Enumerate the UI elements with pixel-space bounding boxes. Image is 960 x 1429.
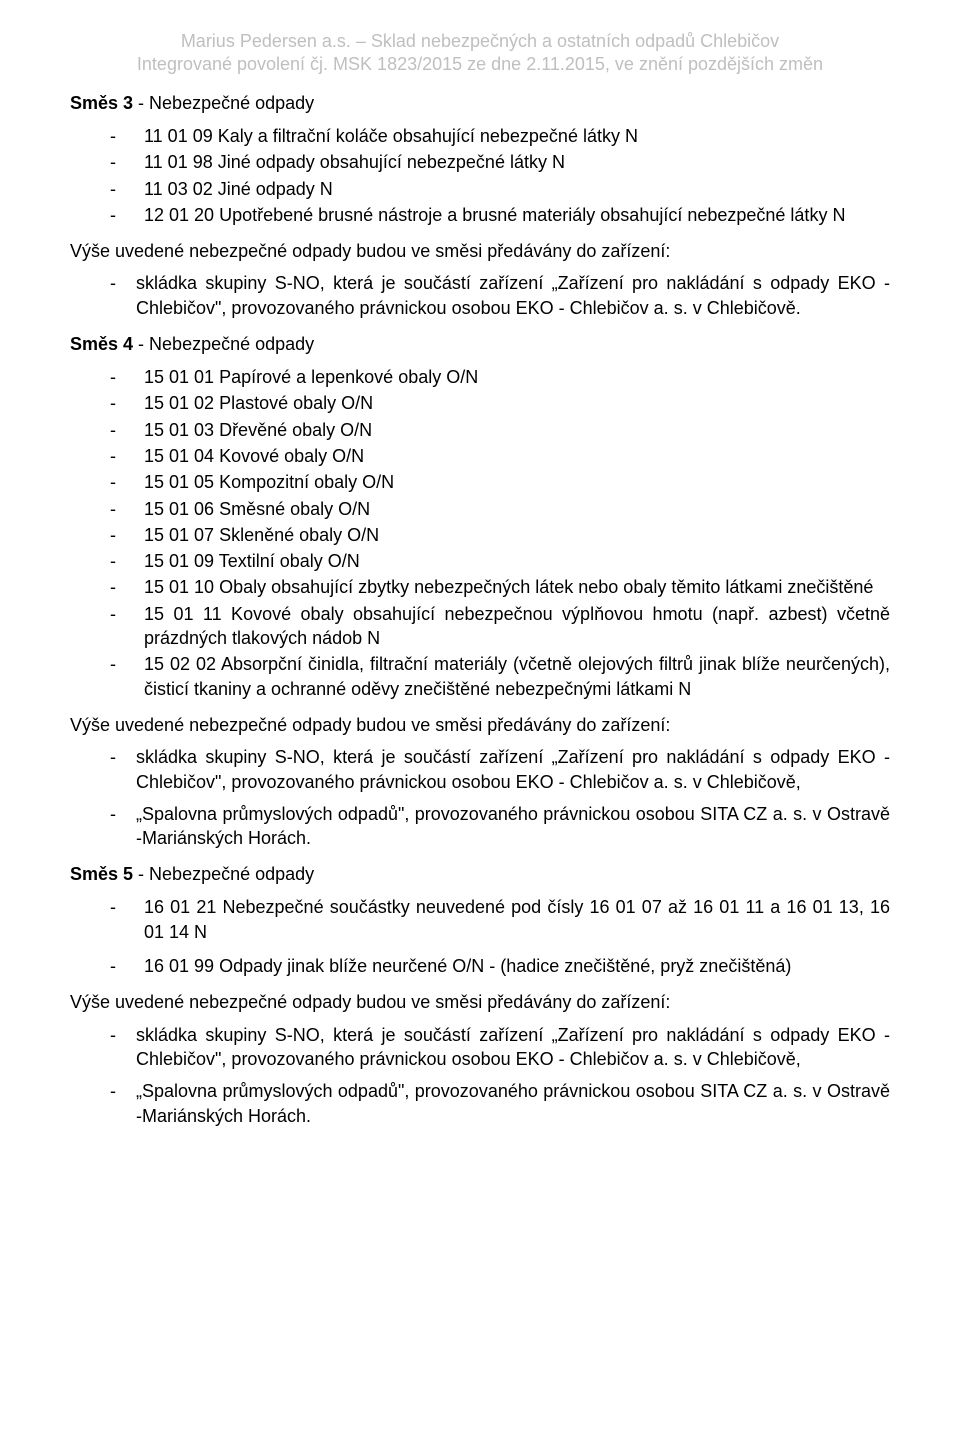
list-item: 16 01 21 Nebezpečné součástky neuvedené … (110, 895, 890, 944)
smes3-item-list: 11 01 09 Kaly a filtrační koláče obsahuj… (70, 124, 890, 227)
smes5-facility-list: skládka skupiny S-NO, která je součástí … (70, 1023, 890, 1128)
list-item: 15 01 05 Kompozitní obaly O/N (110, 470, 890, 494)
smes5-title: Směs 5 - Nebezpečné odpady (70, 864, 890, 885)
smes3-title-bold: Směs 3 (70, 93, 133, 113)
header-line-1: Marius Pedersen a.s. – Sklad nebezpečnýc… (70, 30, 890, 53)
list-item: 11 01 98 Jiné odpady obsahující nebezpeč… (110, 150, 890, 174)
smes5-title-rest: - Nebezpečné odpady (133, 864, 314, 884)
list-item: 15 01 11 Kovové obaly obsahující nebezpe… (110, 602, 890, 651)
list-item: „Spalovna průmyslových odpadů", provozov… (110, 1079, 890, 1128)
list-item: 15 01 01 Papírové a lepenkové obaly O/N (110, 365, 890, 389)
smes3-above-text: Výše uvedené nebezpečné odpady budou ve … (70, 239, 890, 263)
list-item: 15 01 10 Obaly obsahující zbytky nebezpe… (110, 575, 890, 599)
page-container: Marius Pedersen a.s. – Sklad nebezpečnýc… (0, 0, 960, 1180)
smes4-title-bold: Směs 4 (70, 334, 133, 354)
smes4-title-rest: - Nebezpečné odpady (133, 334, 314, 354)
page-header: Marius Pedersen a.s. – Sklad nebezpečnýc… (70, 30, 890, 75)
list-item: skládka skupiny S-NO, která je součástí … (110, 1023, 890, 1072)
smes4-above-text: Výše uvedené nebezpečné odpady budou ve … (70, 713, 890, 737)
list-item: 15 01 09 Textilní obaly O/N (110, 549, 890, 573)
list-item: „Spalovna průmyslových odpadů", provozov… (110, 802, 890, 851)
list-item: 11 03 02 Jiné odpady N (110, 177, 890, 201)
list-item: 16 01 99 Odpady jinak blíže neurčené O/N… (110, 954, 890, 978)
list-item: 15 01 06 Směsné obaly O/N (110, 497, 890, 521)
smes3-title-rest: - Nebezpečné odpady (133, 93, 314, 113)
smes4-title: Směs 4 - Nebezpečné odpady (70, 334, 890, 355)
header-line-2: Integrované povolení čj. MSK 1823/2015 z… (70, 53, 890, 76)
smes3-facility-list: skládka skupiny S-NO, která je součástí … (70, 271, 890, 320)
list-item: 15 02 02 Absorpční činidla, filtrační ma… (110, 652, 890, 701)
list-item: 15 01 02 Plastové obaly O/N (110, 391, 890, 415)
smes4-item-list: 15 01 01 Papírové a lepenkové obaly O/N … (70, 365, 890, 701)
smes5-above-text: Výše uvedené nebezpečné odpady budou ve … (70, 990, 890, 1014)
list-item: skládka skupiny S-NO, která je součástí … (110, 745, 890, 794)
list-item: skládka skupiny S-NO, která je součástí … (110, 271, 890, 320)
smes5-item-list: 16 01 21 Nebezpečné součástky neuvedené … (70, 895, 890, 978)
list-item: 15 01 04 Kovové obaly O/N (110, 444, 890, 468)
list-item: 11 01 09 Kaly a filtrační koláče obsahuj… (110, 124, 890, 148)
smes4-facility-list: skládka skupiny S-NO, která je součástí … (70, 745, 890, 850)
list-item: 15 01 03 Dřevěné obaly O/N (110, 418, 890, 442)
list-item: 15 01 07 Skleněné obaly O/N (110, 523, 890, 547)
smes3-title: Směs 3 - Nebezpečné odpady (70, 93, 890, 114)
list-item: 12 01 20 Upotřebené brusné nástroje a br… (110, 203, 890, 227)
smes5-title-bold: Směs 5 (70, 864, 133, 884)
